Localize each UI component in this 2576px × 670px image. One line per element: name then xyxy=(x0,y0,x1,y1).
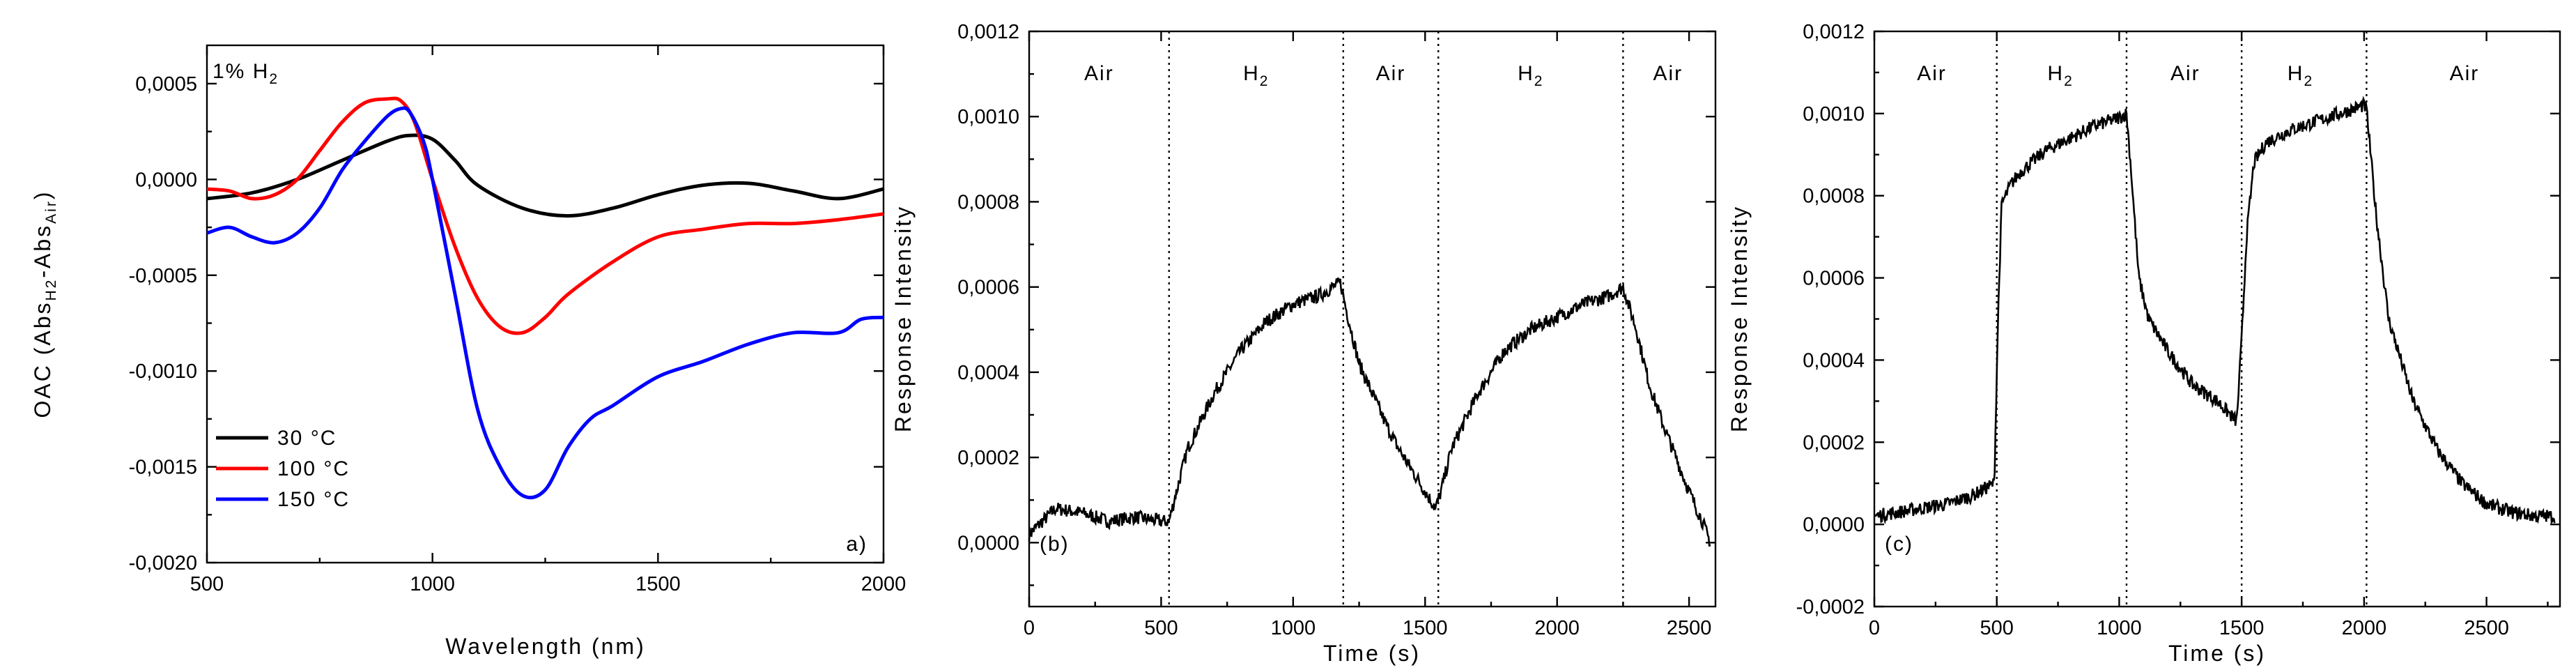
legend-entry: 100 °C xyxy=(277,457,350,480)
region-label: Air xyxy=(1376,62,1406,85)
region-label: Air xyxy=(1653,62,1683,85)
plot-frame-c xyxy=(1873,30,2561,608)
panel-label-a: a) xyxy=(846,533,867,556)
y-tick-label: 0,0000 xyxy=(1803,514,1865,536)
y-tick-label: 0,0006 xyxy=(957,277,1019,299)
y-tick-label: 0,0010 xyxy=(1803,103,1865,125)
y-tick-label: 0,0002 xyxy=(957,447,1019,469)
y-tick-label: 0,0005 xyxy=(135,73,197,96)
x-tick-label: 1500 xyxy=(635,573,681,595)
x-tick-label: 500 xyxy=(1144,617,1178,639)
panel-label-b: (b) xyxy=(1040,533,1070,556)
x-tick-label: 2000 xyxy=(1534,617,1580,639)
concentration-annotation: 1% H2 xyxy=(213,60,279,87)
y-tick-label: -0,0005 xyxy=(129,265,197,287)
plot-frame-a xyxy=(206,44,885,564)
y-tick-label: -0,0020 xyxy=(129,552,197,574)
series-a xyxy=(206,96,884,500)
series-line xyxy=(206,106,884,500)
y-tick-label: -0,0015 xyxy=(129,457,197,479)
series-c xyxy=(1874,96,2556,525)
x-tick-label: 0 xyxy=(1869,617,1880,639)
series-line xyxy=(206,133,884,218)
y-axis-label-a: OAC (AbsH2-AbsAir) xyxy=(30,190,59,418)
region-label: H2 xyxy=(2288,62,2313,89)
region-label: Air xyxy=(1084,62,1114,85)
region-label: Air xyxy=(2450,62,2480,85)
series-line xyxy=(1874,96,2556,525)
x-tick-label: 2500 xyxy=(1667,617,1712,639)
x-tick-label: 0 xyxy=(1024,617,1035,639)
y-tick-label: 0,0010 xyxy=(957,106,1019,128)
legend: 30 °C 100 °C 150 °C xyxy=(216,427,350,511)
y-tick-label: -0,0002 xyxy=(1796,596,1865,618)
x-tick-label: 2000 xyxy=(861,573,907,595)
series-line xyxy=(1028,277,1711,547)
y-tick-label: 0,0008 xyxy=(957,191,1019,213)
region-label: Air xyxy=(1917,62,1947,85)
series-line xyxy=(206,96,884,335)
chart-panel-c: 0 500 1000 1500 2000 2500 -0,0002 0,0000 0,0002 0… xyxy=(1727,21,2561,666)
legend-entry: 150 °C xyxy=(277,488,350,511)
x-tick-label: 1500 xyxy=(1403,617,1448,639)
region-label: H2 xyxy=(1518,62,1543,89)
y-axis-label-b: Response Intensity xyxy=(890,205,916,432)
region-dividers-c xyxy=(1996,31,2368,607)
y-axis-label-c: Response Intensity xyxy=(1727,205,1752,432)
x-tick-label: 1500 xyxy=(2219,617,2265,639)
y-tick-label: 0,0012 xyxy=(1803,21,1865,43)
x-tick-label: 1000 xyxy=(2097,617,2142,639)
x-axis-label-a: Wavelength (nm) xyxy=(445,634,645,659)
y-tick-label: 0,0000 xyxy=(957,532,1019,554)
chart-panel-a: 500 1000 1500 2000 -0,0020 -0,0015 -0,0010 -0,0… xyxy=(30,44,907,659)
ticks-b: 0 500 1000 1500 2000 2500 0,0000 0,0002 0,0004 0,… xyxy=(957,21,1715,639)
x-tick-label: 1000 xyxy=(410,573,455,595)
region-label: Air xyxy=(2170,62,2200,85)
y-tick-label: 0,0004 xyxy=(957,362,1019,384)
x-tick-label: 500 xyxy=(190,573,224,595)
x-tick-label: 2000 xyxy=(2342,617,2387,639)
panel-label-c: (c) xyxy=(1885,533,1913,556)
region-dividers-b xyxy=(1168,31,1624,607)
legend-entry: 30 °C xyxy=(277,427,337,450)
region-label: H2 xyxy=(2047,62,2073,89)
ticks-c: 0 500 1000 1500 2000 2500 -0,0002 0,0000 0,0002 0… xyxy=(1796,21,2560,639)
y-tick-label: 0,0004 xyxy=(1803,349,1865,372)
series-b xyxy=(1028,277,1711,547)
region-labels-c: Air H2 Air H2 Air xyxy=(1917,62,2480,89)
ticks-a: 500 1000 1500 2000 -0,0020 -0,0015 -0,0010 -0,0… xyxy=(129,45,907,595)
x-tick-label: 2500 xyxy=(2464,617,2509,639)
y-tick-label: 0,0006 xyxy=(1803,268,1865,290)
y-tick-label: 0,0000 xyxy=(135,169,197,191)
region-labels-b: Air H2 Air H2 Air xyxy=(1084,62,1683,89)
y-tick-label: 0,0002 xyxy=(1803,432,1865,454)
x-axis-label-c: Time (s) xyxy=(2168,641,2266,666)
y-tick-label: 0,0012 xyxy=(957,21,1019,43)
region-label: H2 xyxy=(1243,62,1269,89)
y-tick-label: 0,0008 xyxy=(1803,185,1865,208)
x-axis-label-b: Time (s) xyxy=(1323,641,1421,666)
x-tick-label: 500 xyxy=(1980,617,2014,639)
plot-frame-b xyxy=(1028,30,1717,608)
y-tick-label: -0,0010 xyxy=(129,360,197,383)
x-tick-label: 1000 xyxy=(1271,617,1316,639)
chart-panel-b: 0 500 1000 1500 2000 2500 0,0000 0,0002 0,0004 0,… xyxy=(890,21,1717,666)
